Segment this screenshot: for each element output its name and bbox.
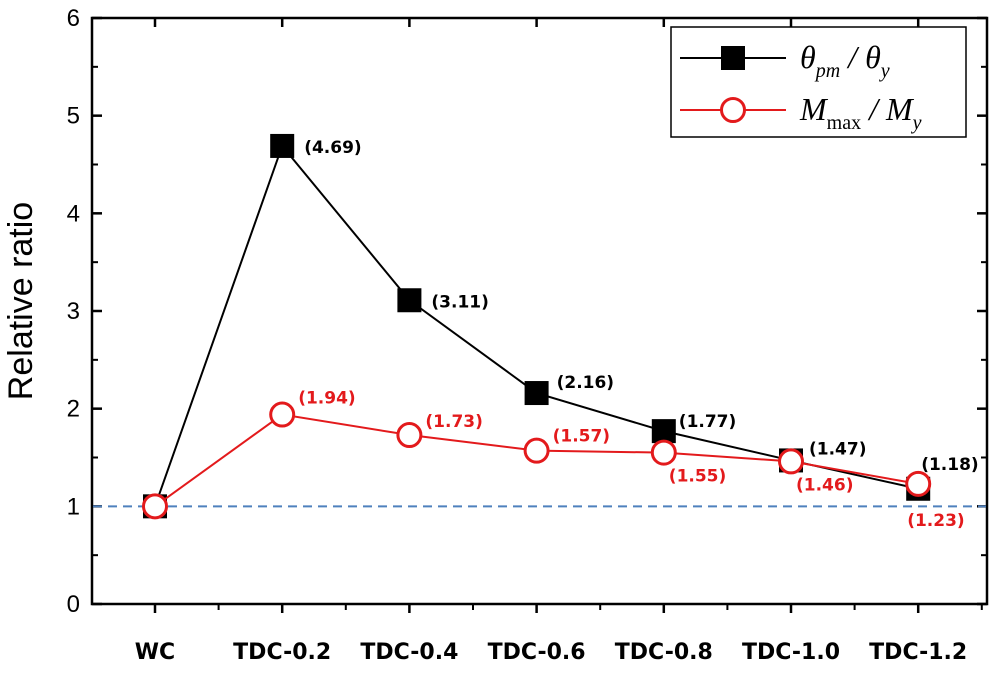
legend-label: Mmax / My: [799, 91, 922, 134]
circle-marker: [905, 470, 932, 497]
legend-label: θpm / θy: [800, 39, 890, 82]
square-marker: [651, 419, 676, 444]
y-tick-label: 2: [67, 396, 80, 423]
data-label: (1.77): [679, 412, 736, 432]
data-labels-layer: (4.69) (3.11) (2.16) (1.77) (1.47) (1.18) (1.9…: [298, 138, 978, 531]
data-label: (1.46): [796, 475, 853, 495]
series-1: [142, 401, 932, 520]
x-category-label: TDC-0.2: [233, 640, 331, 665]
data-label: (1.94): [298, 389, 355, 409]
legend-item-1: Mmax / My: [680, 91, 922, 134]
y-tick-label: 6: [67, 5, 80, 32]
circle-marker: [523, 437, 550, 464]
y-tick-label: 3: [67, 298, 80, 325]
x-category-label: TDC-0.8: [615, 640, 713, 665]
x-axis: WC TDC-0.2 TDC-0.4 TDC-0.6 TDC-0.8 TDC-1.0 TDC…: [135, 18, 983, 665]
legend-square-marker: [721, 46, 745, 70]
y-tick-label: 0: [67, 591, 80, 618]
y-tick-label: 4: [67, 200, 80, 227]
data-label: (1.23): [907, 511, 964, 531]
data-label: (4.69): [304, 138, 361, 158]
legend-item-0: θpm / θy: [680, 39, 890, 82]
data-label: (1.18): [921, 455, 978, 475]
y-tick-label: 5: [67, 103, 80, 130]
data-label: (1.47): [809, 439, 866, 459]
data-label: (1.57): [553, 427, 610, 447]
circle-marker: [650, 439, 677, 466]
circle-marker: [396, 422, 423, 449]
y-tick-label: 1: [67, 493, 80, 520]
data-label: (1.73): [425, 412, 482, 432]
square-marker: [397, 288, 422, 313]
legend-box: [670, 26, 967, 138]
x-category-label: TDC-0.6: [488, 640, 586, 665]
data-label: (1.55): [669, 467, 726, 487]
data-label: (2.16): [557, 373, 614, 393]
data-label: (3.11): [431, 292, 488, 312]
square-marker: [270, 133, 295, 158]
circle-marker: [269, 401, 296, 428]
square-marker: [524, 381, 549, 406]
circle-marker: [778, 448, 804, 475]
legend: θpm / θy Mmax / My: [670, 26, 967, 138]
x-category-label: WC: [135, 640, 175, 665]
y-axis-title: Relative ratio: [2, 202, 40, 400]
circle-marker: [142, 493, 168, 520]
legend-circle-marker: [720, 97, 746, 123]
x-category-label: TDC-0.4: [360, 640, 458, 665]
x-category-label: TDC-1.0: [742, 640, 840, 665]
series-layer: [142, 133, 932, 520]
x-category-label: TDC-1.2: [869, 640, 967, 665]
